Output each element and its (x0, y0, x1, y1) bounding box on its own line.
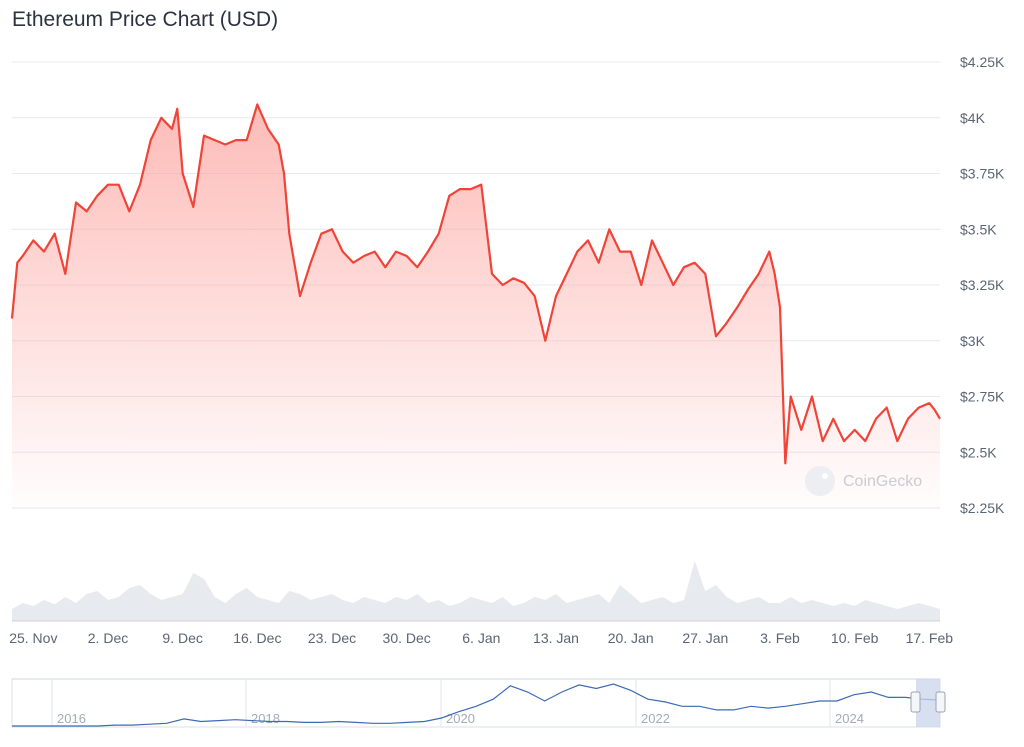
x-tick-label: 9. Dec (162, 630, 202, 646)
x-tick-label: 23. Dec (308, 630, 356, 646)
volume-fill (12, 561, 940, 621)
x-tick-label: 2. Dec (88, 630, 128, 646)
x-tick-label: 25. Nov (9, 630, 57, 646)
y-tick-label: $3.25K (960, 277, 1005, 293)
navigator-year-label: 2018 (251, 711, 280, 726)
y-tick-label: $3K (960, 333, 986, 349)
chart-title: Ethereum Price Chart (USD) (12, 8, 279, 31)
y-tick-label: $4.25K (960, 54, 1005, 70)
y-tick-label: $2.5K (960, 444, 997, 460)
y-tick-label: $3.75K (960, 166, 1005, 182)
coingecko-watermark: CoinGecko (805, 466, 922, 496)
watermark-label: CoinGecko (843, 473, 922, 490)
x-tick-label: 13. Jan (533, 630, 579, 646)
volume-area (12, 561, 940, 622)
y-tick-label: $2.75K (960, 389, 1005, 405)
price-line[interactable] (10, 103, 941, 465)
x-tick-label: 17. Feb (906, 630, 954, 646)
navigator[interactable]: 2016 2018 2020 2022 2024 (11, 678, 946, 728)
price-area-fill (12, 104, 940, 509)
gecko-logo-icon (805, 466, 835, 496)
navigator-right-handle[interactable] (935, 691, 946, 713)
y-tick-label: $3.5K (960, 221, 997, 237)
navigator-year-label: 2022 (641, 711, 670, 726)
x-tick-label: 6. Jan (462, 630, 500, 646)
navigator-left-handle[interactable] (910, 691, 921, 713)
x-tick-label: 3. Feb (760, 630, 800, 646)
x-tick-label: 20. Jan (608, 630, 654, 646)
navigator-line (12, 683, 941, 727)
navigator-grid: 2016 2018 2020 2022 2024 (51, 679, 864, 727)
x-tick-label: 30. Dec (383, 630, 431, 646)
y-tick-label: $2.25K (960, 500, 1005, 516)
navigator-year-label: 2020 (446, 711, 475, 726)
x-tick-label: 16. Dec (233, 630, 281, 646)
x-axis-labels: 25. Nov 2. Dec 9. Dec 16. Dec 23. Dec 30. Dec… (9, 630, 953, 646)
x-tick-label: 27. Jan (682, 630, 728, 646)
x-tick-label: 10. Feb (831, 630, 879, 646)
navigator-year-label: 2016 (57, 711, 86, 726)
y-tick-label: $4K (960, 110, 986, 126)
y-axis-labels: $4.25K $4K $3.75K $3.5K $3.25K $3K $2.75K $2.5K… (960, 54, 1005, 516)
navigator-year-label: 2024 (835, 711, 864, 726)
